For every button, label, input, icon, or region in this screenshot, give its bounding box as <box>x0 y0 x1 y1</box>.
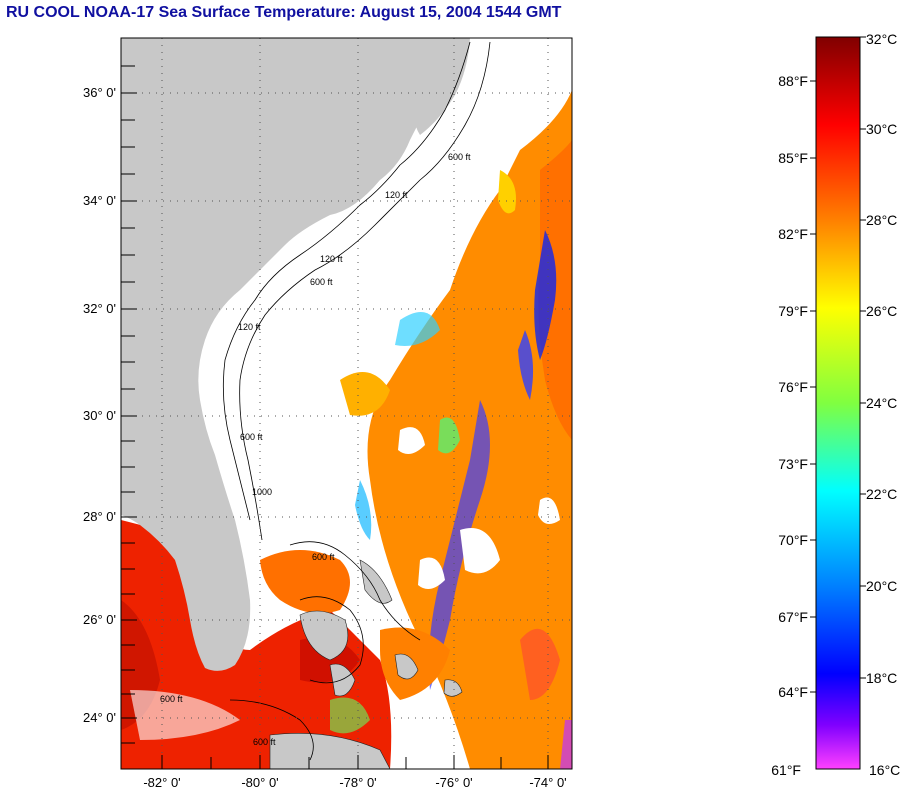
colorbar-fahrenheit-label: 64°F <box>778 684 808 700</box>
lat-label: 32° 0' <box>83 301 116 316</box>
lon-label: -82° 0' <box>143 775 180 790</box>
colorbar-fahrenheit-label: 88°F <box>778 73 808 89</box>
colorbar-celsius-label: 30°C <box>866 121 897 137</box>
colorbar <box>815 36 861 770</box>
lat-label: 24° 0' <box>83 710 116 725</box>
colorbar-celsius-label: 28°C <box>866 212 897 228</box>
map-content: 120 ft 600 ft 120 ft 600 ft 120 ft 600 f… <box>121 38 572 769</box>
land-bahamas <box>269 559 463 769</box>
map-title: RU COOL NOAA-17 Sea Surface Temperature:… <box>6 4 562 21</box>
colorbar-fahrenheit-label: 73°F <box>778 456 808 472</box>
lat-label: 26° 0' <box>83 612 116 627</box>
lon-label: -78° 0' <box>339 775 376 790</box>
colorbar-fahrenheit-label: 70°F <box>778 532 808 548</box>
colorbar-celsius-label: 22°C <box>866 486 897 502</box>
isobath-label: 120 ft <box>238 322 261 332</box>
isobath-label: 600 ft <box>448 152 471 162</box>
lat-label: 30° 0' <box>83 408 116 423</box>
colorbar-celsius-label: 26°C <box>866 303 897 319</box>
isobath-label: 600 ft <box>160 694 183 704</box>
sst-warm-swath-east <box>340 90 572 769</box>
isobath-contours <box>222 41 491 761</box>
land-us-east-coast <box>121 38 460 671</box>
colorbar-celsius-label: 32°C <box>866 31 897 47</box>
lat-label: 34° 0' <box>83 193 116 208</box>
lon-label: -80° 0' <box>241 775 278 790</box>
isobath-label: 600 ft <box>312 552 335 562</box>
colorbar-fahrenheit-label: 76°F <box>778 379 808 395</box>
colorbar-fahrenheit-label: 85°F <box>778 150 808 166</box>
isobath-label: 1000 <box>252 487 272 497</box>
colorbar-celsius-label: 18°C <box>866 670 897 686</box>
lon-axis-ticks <box>161 755 549 769</box>
lat-label: 28° 0' <box>83 509 116 524</box>
lon-label: -76° 0' <box>435 775 472 790</box>
lon-label: -74° 0' <box>529 775 566 790</box>
isobath-label: 120 ft <box>385 190 408 200</box>
colorbar-fahrenheit-label: 67°F <box>778 609 808 625</box>
lat-axis-ticks <box>121 65 137 744</box>
map-border <box>120 37 573 770</box>
colorbar-ticks <box>810 36 866 693</box>
isobath-label: 600 ft <box>240 432 263 442</box>
colorbar-celsius-label: 20°C <box>866 578 897 594</box>
colorbar-fahrenheit-label: 79°F <box>778 303 808 319</box>
land-outer-banks <box>414 38 470 135</box>
colorbar-celsius-label: 16°C <box>869 762 900 778</box>
lat-label: 36° 0' <box>83 85 116 100</box>
colorbar-fahrenheit-label: 61°F <box>771 762 801 778</box>
colorbar-fahrenheit-label: 82°F <box>778 226 808 242</box>
isobath-label: 120 ft <box>320 254 343 264</box>
isobath-label: 600 ft <box>310 277 333 287</box>
isobath-label: 600 ft <box>253 737 276 747</box>
colorbar-celsius-label: 24°C <box>866 395 897 411</box>
graticule <box>121 38 572 769</box>
